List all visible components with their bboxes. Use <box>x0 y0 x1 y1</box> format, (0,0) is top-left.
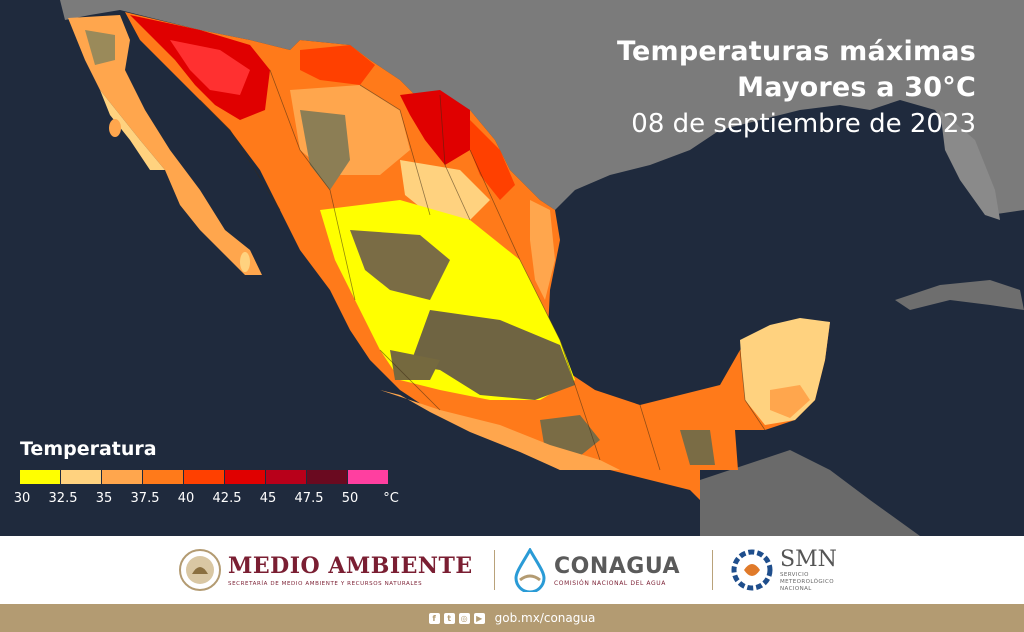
legend-swatch <box>307 470 347 484</box>
temperature-legend: Temperatura 30 32.5 35 37.5 40 42.5 45 47.5 50 °C <box>14 438 400 511</box>
legend-tick-label: 37.5 <box>130 491 160 506</box>
map-title: Temperaturas máximas Mayores a 30°C 08 d… <box>617 34 976 142</box>
legend-swatch <box>266 470 306 484</box>
twitter-icon[interactable]: t <box>443 612 455 624</box>
legend-ticks: 30 32.5 35 37.5 40 42.5 45 47.5 50 °C <box>14 491 400 511</box>
legend-swatch <box>184 470 224 484</box>
legend-tick-label: 42.5 <box>212 491 242 506</box>
conagua-logo: CONAGUA COMISIÓN NACIONAL DEL AGUA <box>512 546 680 594</box>
legend-swatch <box>61 470 101 484</box>
legend-swatch <box>348 470 388 484</box>
bottom-bar: f t ◎ ▶ gob.mx/conagua <box>0 604 1024 632</box>
facebook-icon[interactable]: f <box>428 612 440 624</box>
florida <box>940 110 1000 220</box>
legend-tick-label: 30 <box>13 491 31 506</box>
smn-subtitle-1: SERVICIO <box>780 572 809 578</box>
legend-swatch <box>225 470 265 484</box>
smn-logo: SMN SERVICIO METEOROLÓGICO NACIONAL <box>730 546 837 594</box>
title-line1: Temperaturas máximas <box>616 36 976 67</box>
cuba <box>895 280 1024 310</box>
usa-landmass <box>60 0 1024 215</box>
legend-tick-label: 40 <box>177 491 195 506</box>
legend-swatch <box>20 470 60 484</box>
legend-swatch <box>143 470 183 484</box>
conagua-name: CONAGUA <box>554 553 681 579</box>
smn-subtitle-3: NACIONAL <box>780 586 812 592</box>
baja-california <box>68 15 262 275</box>
legend-color-bar <box>20 470 400 484</box>
legend-tick-label: 47.5 <box>294 491 324 506</box>
youtube-icon[interactable]: ▶ <box>473 612 485 624</box>
medio-ambiente-name: MEDIO AMBIENTE <box>228 553 473 579</box>
footer-logos: MEDIO AMBIENTE SECRETARÍA DE MEDIO AMBIE… <box>0 536 1024 604</box>
smn-name: SMN <box>780 547 837 572</box>
map-date: 08 de septiembre de 2023 <box>631 109 976 139</box>
title-line2: Mayores a 30°C <box>737 72 976 103</box>
conagua-subtitle: COMISIÓN NACIONAL DEL AGUA <box>554 579 666 587</box>
map-graphic <box>60 0 1024 536</box>
legend-title: Temperatura <box>20 438 157 460</box>
medio-ambiente-subtitle: SECRETARÍA DE MEDIO AMBIENTE Y RECURSOS … <box>228 581 423 587</box>
legend-tick-label: 45 <box>259 491 277 506</box>
temperature-map: Temperaturas máximas Mayores a 30°C 08 d… <box>0 0 1024 536</box>
website-link[interactable]: gob.mx/conagua <box>494 611 596 625</box>
water-drop-icon <box>514 548 546 592</box>
footer-divider <box>494 550 495 590</box>
mexico-seal-icon <box>179 549 221 591</box>
legend-tick-label: 32.5 <box>48 491 78 506</box>
medio-ambiente-logo: MEDIO AMBIENTE SECRETARÍA DE MEDIO AMBIE… <box>178 546 473 594</box>
instagram-icon[interactable]: ◎ <box>458 612 470 624</box>
legend-tick-label: 35 <box>95 491 113 506</box>
legend-swatch <box>102 470 142 484</box>
hot-zone-coahuila <box>400 90 470 165</box>
smn-subtitle-2: METEOROLÓGICO <box>780 579 834 585</box>
weather-service-icon <box>731 549 773 591</box>
footer-divider <box>712 550 713 590</box>
central-america <box>700 450 920 536</box>
legend-tick-label: °C <box>383 491 399 506</box>
legend-tick-label: 50 <box>341 491 359 506</box>
